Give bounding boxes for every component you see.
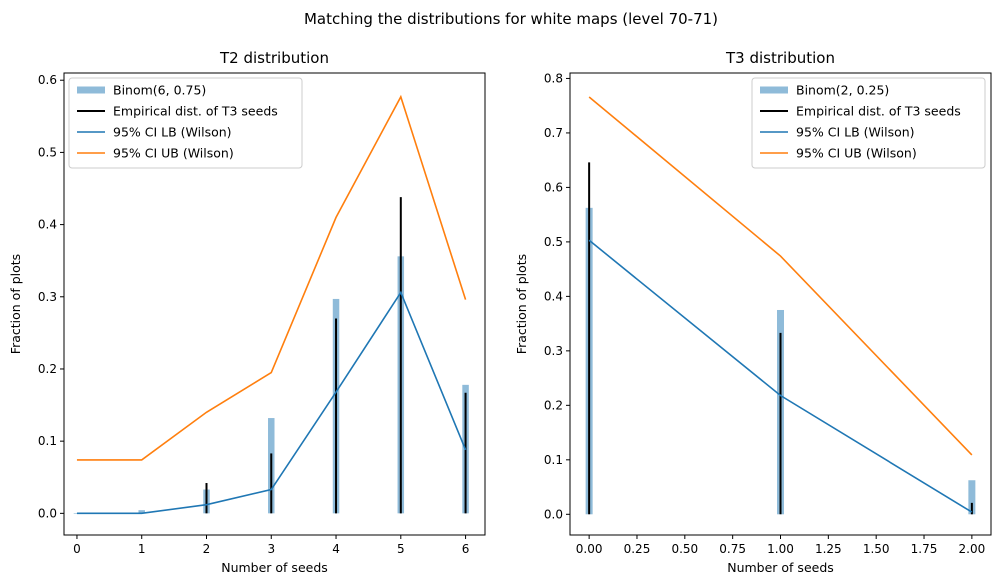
legend-box xyxy=(68,77,303,169)
legend: Binom(6, 0.75) Empirical dist. of T3 seed… xyxy=(68,77,303,169)
chart-t2-distribution: 0 1 2 3 4 5 6 0.0 0.1 0.2 0.3 0.4 0.5 0.6 T2 distribut… xyxy=(8,49,486,575)
x-tick-label: 2.00 xyxy=(959,542,986,556)
x-tick-label: 0.50 xyxy=(671,542,698,556)
legend-label: Binom(2, 0.25) xyxy=(796,83,889,98)
legend-label: 95% CI LB (Wilson) xyxy=(113,125,232,140)
legend-label: 95% CI UB (Wilson) xyxy=(796,146,917,161)
y-tick-label: 0.1 xyxy=(544,453,563,467)
y-tick-label: 0.4 xyxy=(38,218,57,232)
y-tick-label: 0.6 xyxy=(38,73,57,87)
legend: Binom(2, 0.25) Empirical dist. of T3 seed… xyxy=(751,77,986,169)
x-tick-label: 5 xyxy=(397,542,405,556)
bar-binom-2 xyxy=(968,480,976,515)
legend-label: 95% CI LB (Wilson) xyxy=(796,125,915,140)
x-tick-label: 1.25 xyxy=(815,542,842,556)
line-95-ci-ub-wilson xyxy=(76,94,467,461)
x-axis-label: Number of seeds xyxy=(727,560,834,575)
line-95-ci-lb-wilson xyxy=(76,290,467,515)
chart-t3-distribution: 0.00 0.25 0.50 0.75 1.00 1.25 1.50 1.75 2.00 0.0 0… xyxy=(514,49,992,575)
x-tick-label: 1 xyxy=(138,542,146,556)
x-tick-label: 0.00 xyxy=(576,542,603,556)
legend-label: Binom(6, 0.75) xyxy=(113,83,206,98)
x-axis-label: Number of seeds xyxy=(221,560,328,575)
x-tick-label: 1.00 xyxy=(767,542,794,556)
y-tick-label: 0.2 xyxy=(38,362,57,376)
y-tick-label: 0.0 xyxy=(38,506,57,520)
line-95-ci-ub-wilson xyxy=(588,96,973,456)
x-tick-label: 0.75 xyxy=(719,542,746,556)
series-empirical-dist-of-t3-seeds xyxy=(588,162,973,515)
figure-suptitle: Matching the distributions for white map… xyxy=(304,10,718,28)
x-tick-label: 3 xyxy=(267,542,275,556)
legend-label: 95% CI UB (Wilson) xyxy=(113,146,234,161)
y-tick-label: 0.5 xyxy=(38,145,57,159)
y-tick-label: 0.5 xyxy=(544,235,563,249)
y-tick-label: 0.4 xyxy=(544,289,563,303)
y-tick-label: 0.1 xyxy=(38,434,57,448)
y-tick-label: 0.7 xyxy=(544,126,563,140)
legend-label: Empirical dist. of T3 seeds xyxy=(796,104,961,119)
y-tick-label: 0.3 xyxy=(38,290,57,304)
series-95-ci-ub-wilson xyxy=(76,94,467,461)
x-tick-label: 4 xyxy=(332,542,340,556)
series-95-ci-lb-wilson xyxy=(588,239,973,513)
bar-binom-1 xyxy=(138,510,145,514)
y-tick-label: 0.8 xyxy=(544,71,563,85)
y-tick-label: 0.6 xyxy=(544,180,563,194)
series-empirical-dist-of-t3-seeds xyxy=(205,197,467,514)
series-95-ci-ub-wilson xyxy=(588,96,973,456)
chart-title: T2 distribution xyxy=(219,49,329,67)
x-tick-label: 1.50 xyxy=(863,542,890,556)
series-95-ci-lb-wilson xyxy=(76,290,467,515)
y-tick-label: 0.0 xyxy=(544,507,563,521)
legend-label: Empirical dist. of T3 seeds xyxy=(113,104,278,119)
y-tick-label: 0.2 xyxy=(544,398,563,412)
legend-box xyxy=(751,77,986,169)
axes-frame xyxy=(63,72,486,536)
y-axis-label: Fraction of plots xyxy=(8,254,23,354)
line-95-ci-lb-wilson xyxy=(588,239,973,513)
y-axis-label: Fraction of plots xyxy=(514,254,529,354)
x-tick-label: 1.75 xyxy=(911,542,938,556)
x-tick-label: 0.25 xyxy=(624,542,651,556)
x-tick-label: 0 xyxy=(73,542,81,556)
y-tick-label: 0.3 xyxy=(544,344,563,358)
legend-swatch-binom xyxy=(760,86,788,94)
x-tick-label: 6 xyxy=(462,542,470,556)
legend-swatch-binom xyxy=(77,86,105,94)
chart-title: T3 distribution xyxy=(725,49,835,67)
x-tick-label: 2 xyxy=(203,542,211,556)
